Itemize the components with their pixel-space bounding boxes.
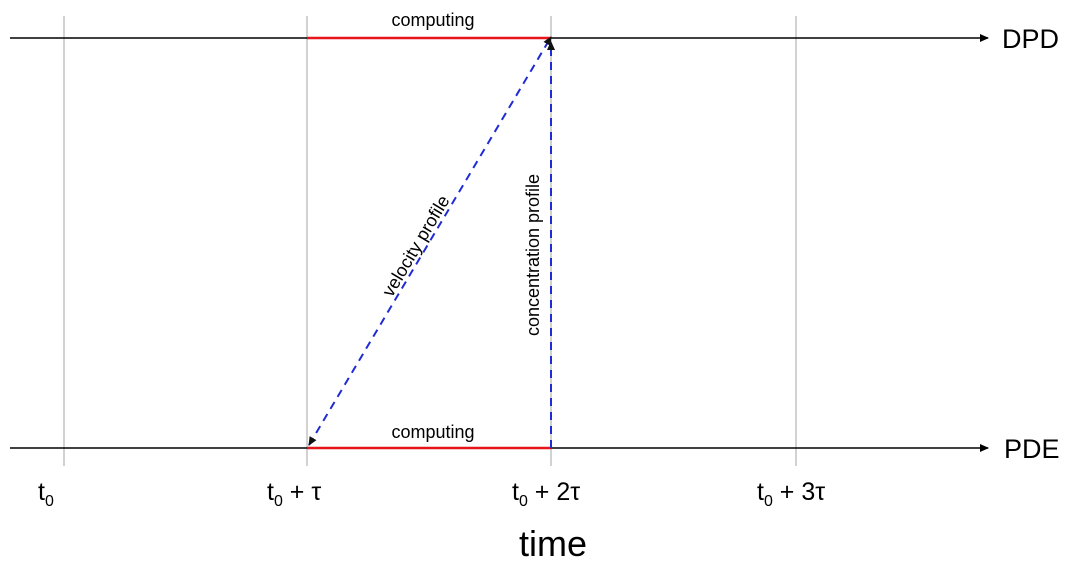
- tick-label-t0-2tau: t0 + 2τ: [512, 478, 580, 510]
- tick-label-t0-3tau: t0 + 3τ: [757, 478, 825, 510]
- tick-label-t0: t0: [38, 478, 54, 510]
- velocity-profile-arrow: [308, 36, 552, 446]
- tick-label-t0-tau: t0 + τ: [267, 478, 321, 510]
- pde-label: PDE: [1004, 434, 1060, 464]
- x-axis-title: time: [519, 523, 587, 562]
- velocity-profile-label: velocity profile: [378, 192, 453, 300]
- top-computing-label: computing: [391, 10, 474, 30]
- concentration-profile-label: concentration profile: [523, 174, 543, 336]
- bottom-computing-label: computing: [391, 422, 474, 442]
- dpd-label: DPD: [1002, 24, 1059, 54]
